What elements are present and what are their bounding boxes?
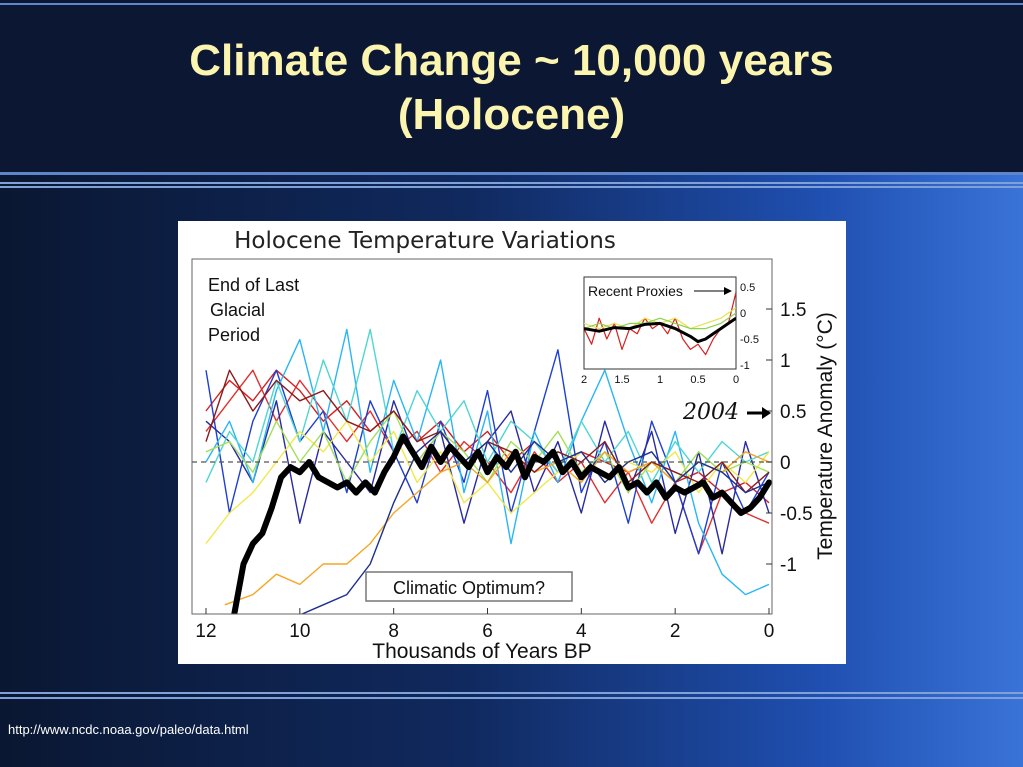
- y-axis: 1.5 1 0.5 0 -0.5 -1: [766, 300, 813, 576]
- x-axis: 12 10 8 6 4 2 0: [195, 608, 774, 642]
- inset-y-axis: 0.5 0 -0.5 -1: [740, 282, 759, 372]
- proxy-series-line-5: [205, 328, 770, 596]
- divider-top: [0, 182, 1023, 184]
- y-tick-label: -0.5: [780, 504, 813, 525]
- inset-y-tick-label: -0.5: [740, 334, 759, 346]
- inset-x-tick-label: 0.5: [690, 374, 705, 386]
- climatic-optimum-label: Climatic Optimum?: [393, 578, 545, 598]
- x-axis-label: Thousands of Years BP: [372, 640, 592, 663]
- holocene-chart: Holocene Temperature Variations 12 10 8 6 4 2…: [191, 228, 837, 663]
- inset-x-tick-label: 1: [657, 374, 663, 386]
- inset-x-tick-label: 1.5: [614, 374, 629, 386]
- year-2004-arrow-head: [762, 407, 771, 419]
- divider-bottom: [0, 692, 1023, 694]
- inset-panel: Recent Proxies 2 1.5 1 0.5 0 0.5 0 -0.5 -1: [581, 276, 759, 386]
- climatic-optimum-annotation: Climatic Optimum?: [365, 571, 573, 602]
- end-glacial-annotation: End of Last Glacial Period: [208, 275, 299, 345]
- plot-lines: [205, 328, 770, 614]
- inset-lines: [584, 292, 736, 356]
- x-tick-label: 12: [195, 621, 216, 642]
- inset-x-tick-label: 0: [733, 374, 739, 386]
- x-tick-label: 4: [576, 621, 587, 642]
- y-tick-label: -1: [780, 555, 797, 576]
- chart-figure: Holocene Temperature Variations 12 10 8 6 4 2…: [178, 221, 846, 664]
- inset-series-line-1: [584, 292, 736, 356]
- inset-y-tick-label: -1: [740, 360, 750, 372]
- x-tick-label: 8: [388, 621, 399, 642]
- year-2004-annotation: 2004: [682, 400, 771, 425]
- x-tick-label: 6: [482, 621, 493, 642]
- proxy-series-line-11: [300, 430, 770, 614]
- inset-series-line-3: [584, 312, 736, 330]
- y-tick-label: 1.5: [780, 300, 806, 321]
- year-2004-label: 2004: [682, 400, 739, 425]
- climatic-optimum-box: [365, 571, 573, 602]
- plot-frame: [191, 258, 773, 615]
- divider-top-2: [0, 186, 1023, 188]
- y-axis-label: Temperature Anomaly (°C): [814, 312, 837, 560]
- source-url[interactable]: http://www.ncdc.noaa.gov/paleo/data.html: [8, 722, 249, 737]
- title-band: Climate Change ~ 10,000 years (Holocene): [0, 0, 1023, 175]
- inset-y-tick-label: 0.5: [740, 282, 755, 294]
- slide-title: Climate Change ~ 10,000 years (Holocene): [0, 34, 1023, 142]
- end-glacial-line2: Glacial: [210, 300, 265, 320]
- divider-bottom-2: [0, 697, 1023, 699]
- inset-y-tick-label: 0: [740, 308, 746, 320]
- slide-title-line2: (Holocene): [397, 90, 626, 139]
- mean-layer: [231, 433, 772, 614]
- y-tick-label: 0.5: [780, 402, 806, 423]
- x-tick-label: 0: [764, 621, 775, 642]
- y-tick-label: 0: [780, 453, 791, 474]
- y-tick-label: 1: [780, 351, 791, 372]
- chart-title: Holocene Temperature Variations: [234, 228, 616, 254]
- end-glacial-line1: End of Last: [208, 275, 299, 295]
- mean-series-line: [231, 433, 772, 614]
- inset-title: Recent Proxies: [588, 283, 683, 299]
- proxy-series-line-6: [205, 328, 770, 484]
- inset-x-tick-label: 2: [581, 374, 587, 386]
- proxy-series-line-3: [205, 349, 770, 555]
- inset-arrow-head: [724, 287, 732, 295]
- end-glacial-line3: Period: [208, 325, 260, 345]
- x-tick-label: 2: [670, 621, 681, 642]
- x-tick-label: 10: [289, 621, 310, 642]
- inset-x-axis: 2 1.5 1 0.5 0: [581, 374, 739, 386]
- slide-title-line1: Climate Change ~ 10,000 years: [189, 36, 834, 85]
- inset-mean-line: [584, 316, 736, 344]
